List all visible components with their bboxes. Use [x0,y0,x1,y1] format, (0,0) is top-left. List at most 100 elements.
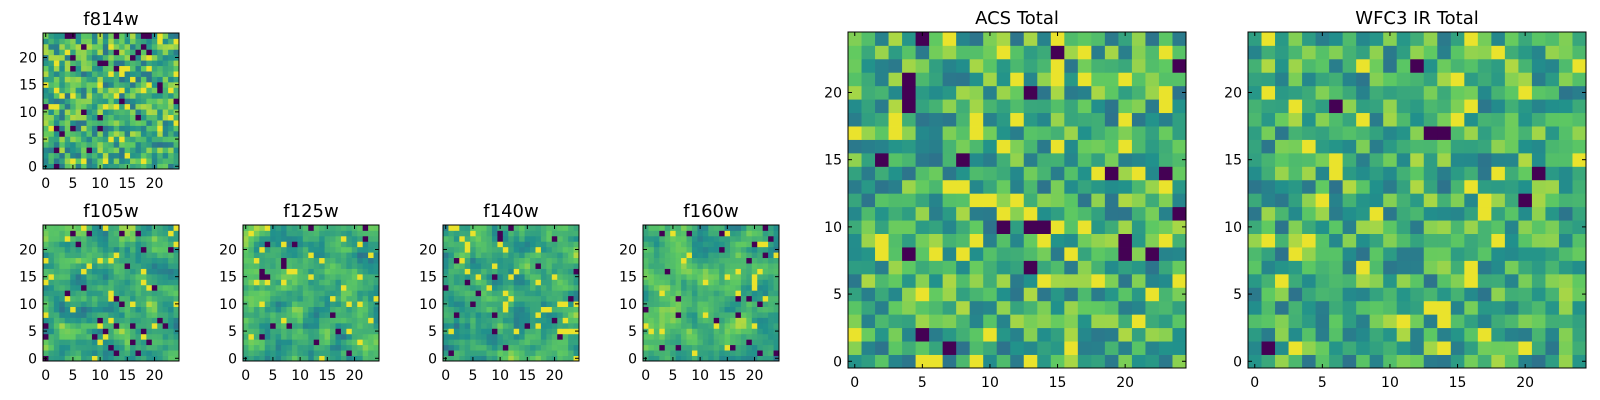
heatmap-cell [146,279,153,286]
heatmap-cell [319,295,325,302]
heatmap-cell [168,257,174,264]
heatmap-cell [357,241,364,248]
heatmap-cell [48,279,55,286]
heatmap-cell [730,273,736,280]
heatmap-cell [751,284,758,291]
heatmap-cell [513,279,520,286]
heatmap-cell [297,301,304,307]
heatmap-cell [568,263,574,269]
heatmap-cell [1477,327,1492,342]
heatmap-cell [902,85,916,100]
x-tick-label: 5 [68,176,77,192]
heatmap-cell [1275,72,1289,87]
heatmap-cell [1464,72,1479,87]
heatmap-cell [135,152,142,159]
heatmap-cell [64,76,71,83]
heatmap-cell [346,284,353,291]
heatmap-cell [1410,314,1425,329]
heatmap-cell [75,355,82,362]
heatmap-cell [151,158,158,164]
heatmap-cell [302,339,309,346]
heatmap-cell [535,235,542,242]
heatmap-cell [497,230,504,237]
heatmap-cell [1572,85,1587,100]
x-tick-label: 0 [241,368,250,384]
heatmap-cell [108,230,115,237]
heatmap-cell [108,76,115,83]
heatmap-cell [724,290,731,297]
heatmap-cell [762,344,769,351]
heatmap-cell [1423,206,1438,221]
heatmap-cell [1545,206,1560,221]
heatmap-cell [551,328,558,335]
heatmap-cell [86,152,93,159]
heatmap-cell [751,290,758,297]
heatmap-cell [568,257,574,264]
heatmap-cell [1342,112,1357,127]
heatmap-cell [1423,273,1438,288]
heatmap-cell [368,241,374,248]
heatmap-cell [486,328,493,335]
heatmap-cell [124,257,131,264]
heatmap-cell [724,333,731,340]
heatmap-cell [708,312,715,318]
heatmap-cell [915,287,930,302]
heatmap-cell [313,230,320,237]
heatmap-cell [59,125,66,132]
heatmap-cell [1545,126,1560,140]
heatmap-cell [746,328,753,335]
heatmap-cell [173,290,180,297]
heatmap-cell [1464,314,1479,329]
heatmap-cell [773,235,780,242]
heatmap-cell [519,306,525,313]
heatmap-cell [102,49,109,56]
heatmap-cell [1356,193,1371,208]
heatmap-cell [762,284,769,291]
heatmap-cell [1464,166,1479,181]
heatmap-cell [162,235,169,242]
heatmap-cell [491,344,498,351]
heatmap-cell [929,166,944,181]
heatmap-cell [59,81,66,88]
heatmap-cell [453,350,460,356]
heatmap-cell [248,246,255,253]
heatmap-cell [659,333,666,340]
heatmap-cell [248,273,255,280]
heatmap-cell [1077,126,1092,140]
heatmap-cells [443,225,580,362]
heatmap-cell [130,295,136,302]
heatmap-cell [113,290,120,297]
heatmap-cell [340,290,347,297]
heatmap-cell [91,71,98,77]
heatmap-cell [119,49,125,56]
heatmap-cell [157,241,164,248]
heatmap-cell [1315,45,1330,60]
heatmap-cell [1091,193,1106,208]
heatmap-cell [1064,233,1079,248]
heatmap-cell [568,252,574,259]
heatmap-cell [762,328,769,335]
heatmap-cell [568,355,574,362]
heatmap-cell [151,98,158,105]
heatmap-cell [724,241,731,248]
heatmap-cell [686,333,693,340]
heatmap-cell [751,263,758,269]
heatmap-cell [1396,152,1411,167]
heatmap-cell [497,350,504,356]
heatmap-cell [140,76,147,83]
heatmap-cell [113,125,120,132]
heatmap-cell [540,235,547,242]
heatmap-cell [302,290,309,297]
heatmap-cell [681,306,687,313]
heatmap-cell [91,263,98,269]
heatmap-cell [697,257,704,264]
heatmap-cell [173,125,180,132]
heatmap-cell [1064,152,1079,167]
heatmap-cell [1410,152,1425,167]
heatmap-cell [335,263,342,269]
heatmap-cell [362,328,369,335]
heatmap-cell [530,322,536,329]
heatmap-cell [308,312,315,318]
heatmap-cell [48,344,55,351]
heatmap-cell [1275,354,1289,369]
